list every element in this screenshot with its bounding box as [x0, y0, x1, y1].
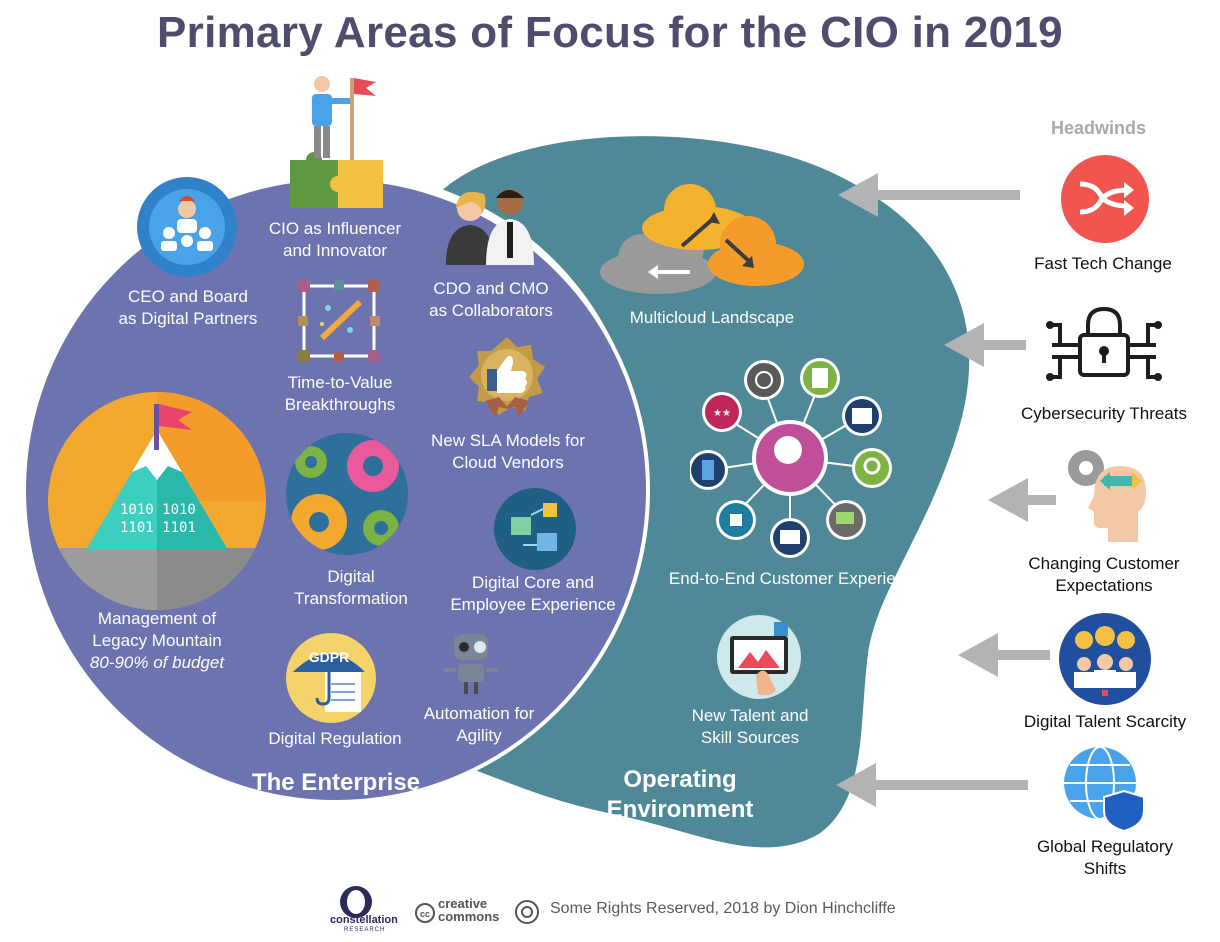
cdo-cmo-icon [446, 189, 534, 265]
gdpr-umbrella-icon: GDPR [286, 633, 376, 723]
time-to-value-icon [298, 280, 380, 362]
globe-shield-icon [1064, 746, 1145, 833]
cio-influencer-label: CIO as Influencer and Innovator [268, 219, 402, 260]
arrow-3 [988, 478, 1056, 522]
headwinds-title: Headwinds [1051, 118, 1147, 138]
time-to-value-label: Time-to-Value Breakthroughs [284, 373, 396, 414]
ceo-board-label: CEO and Board as Digital Partners [118, 287, 258, 328]
page-title: Primary Areas of Focus for the CIO in 20… [157, 8, 1063, 57]
arrow-1 [838, 173, 1020, 217]
sla-models-label: New SLA Models for Cloud Vendors [430, 431, 585, 472]
digital-transformation-gears-icon [286, 433, 408, 555]
cc-icon: cc [415, 903, 435, 923]
gdpr-text: GDPR [309, 649, 349, 665]
legacy-mountain-icon: 1010 1010 1101 1101 [48, 392, 266, 610]
cdo-cmo-label: CDO and CMO as Collaborators [429, 279, 553, 320]
arrow-5 [836, 763, 1028, 807]
lightbulb-team-icon [1059, 613, 1151, 705]
headwind-arrows [836, 173, 1056, 807]
headwind-label-3: Changing Customer Expectations [1028, 554, 1180, 595]
constellation-logo [340, 886, 372, 918]
digital-core-label: Digital Core and Employee Experience [450, 573, 616, 614]
headwind-label-4: Digital Talent Scarcity [1023, 712, 1187, 731]
automation-robot-icon [444, 634, 498, 694]
svg-text:cc: cc [420, 909, 430, 919]
automation-label: Automation for Agility [423, 704, 535, 745]
binary-text-row2: 1101 1101 [120, 520, 196, 536]
ceo-board-icon [137, 177, 237, 277]
customer-experience-hub-icon: ★★ [690, 358, 892, 558]
svg-text:★★: ★★ [713, 408, 731, 419]
digital-transformation-label: Digital Transformation [294, 567, 408, 608]
arrow-2 [944, 323, 1026, 367]
operating-environment-section-label: Operating Environment [606, 766, 754, 823]
sla-models-badge-icon [469, 337, 545, 417]
binary-text-row1: 1010 1010 [120, 502, 196, 518]
new-talent-label: New Talent and Skill Sources [691, 706, 809, 747]
constellation-logo-text: constellation [330, 914, 398, 926]
headwind-label-5: Global Regulatory Shifts [1036, 837, 1174, 878]
enterprise-section-label: The Enterprise [251, 769, 421, 796]
circuit-lock-icon [1046, 306, 1162, 381]
constellation-logo-subtext: RESEARCH [344, 927, 386, 933]
lightning-arrows-icon [1061, 155, 1149, 243]
digital-core-icon [494, 488, 576, 570]
digital-regulation-label: Digital Regulation [268, 729, 402, 748]
headwind-label-1: Fast Tech Change [1034, 254, 1172, 273]
rights-text: Some Rights Reserved, 2018 by Dion Hinch… [550, 900, 896, 917]
multicloud-label: Multicloud Landscape [629, 308, 795, 327]
customer-experience-label: End-to-End Customer Experience [668, 569, 924, 588]
headwind-label-2: Cybersecurity Threats [1021, 404, 1187, 423]
head-gears-icon [1068, 450, 1146, 542]
cio-influencer-icon [290, 76, 383, 208]
multicloud-icon [600, 184, 804, 294]
creative-commons-text: creative commons [438, 896, 500, 924]
copyleft-icon [515, 900, 539, 924]
arrow-4 [958, 633, 1050, 677]
legacy-mountain-label: Management of Legacy Mountain 80-90% of bu… [89, 609, 225, 672]
new-talent-icon [717, 615, 801, 699]
